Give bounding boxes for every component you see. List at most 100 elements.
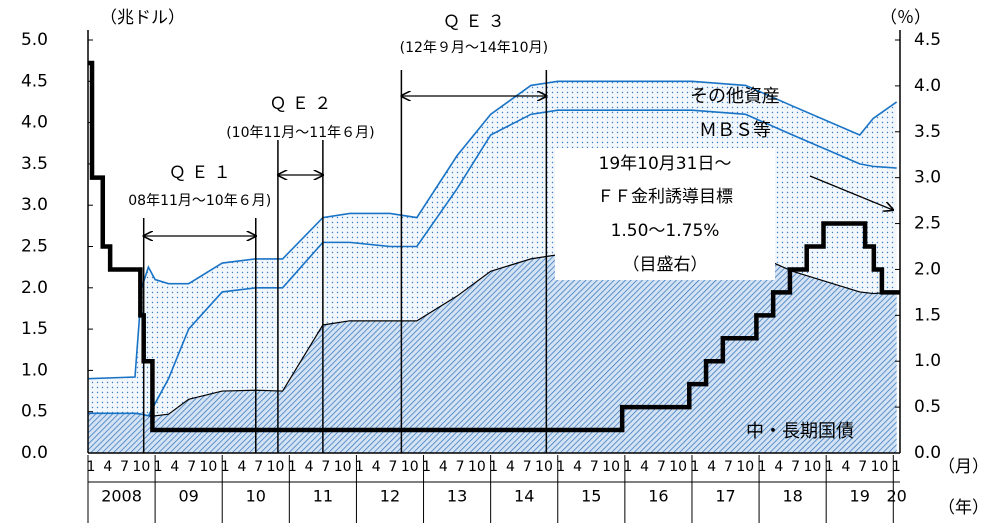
qe-label: Ｑ Ｅ ３ xyxy=(443,12,505,32)
month-label: 10 xyxy=(334,459,352,475)
month-label: 7 xyxy=(187,459,196,475)
y-tick-label: 2.0 xyxy=(21,278,48,298)
month-label: 1 xyxy=(556,459,565,475)
month-label: 10 xyxy=(535,459,553,475)
y-tick-label: 4.0 xyxy=(21,113,48,133)
month-label: 4 xyxy=(573,459,582,475)
month-label: 10 xyxy=(803,459,821,475)
y-tick-label: 3.5 xyxy=(21,154,48,174)
area-line xyxy=(87,80,898,380)
month-label: 10 xyxy=(267,459,285,475)
month-label: 4 xyxy=(305,459,314,475)
month-label: 1 xyxy=(489,459,498,475)
series-label: 中・長期国債 xyxy=(746,421,854,442)
y2-tick-label: 2.5 xyxy=(914,214,941,234)
month-label: 4 xyxy=(439,459,448,475)
year-label: 13 xyxy=(447,487,467,506)
month-label: 10 xyxy=(602,459,620,475)
y-axis-label: （兆ドル） xyxy=(100,8,185,28)
month-label: 7 xyxy=(456,459,465,475)
qe-period: 08年11月～10年６月) xyxy=(128,193,271,209)
rate-note: （目盛右） xyxy=(623,255,708,275)
month-label: 10 xyxy=(669,459,687,475)
year-label: 2008 xyxy=(101,487,142,506)
year-label: 16 xyxy=(648,487,668,506)
y-tick-label: 1.5 xyxy=(21,319,48,339)
y-tick-label: 0.0 xyxy=(21,443,48,463)
rate-note: 19年10月31日～ xyxy=(599,154,732,174)
y2-tick-label: 1.0 xyxy=(914,351,941,371)
month-label: 4 xyxy=(506,459,515,475)
month-label: 7 xyxy=(724,459,733,475)
month-label: 1 xyxy=(623,459,632,475)
month-label: 1 xyxy=(825,459,834,475)
series-label: その他資産 xyxy=(690,86,780,107)
month-label: 4 xyxy=(170,459,179,475)
year-label: 12 xyxy=(380,487,400,506)
y-tick-label: 5.0 xyxy=(21,30,48,50)
month-label: 10 xyxy=(132,459,150,475)
year-label: 20 xyxy=(886,487,906,506)
qe-period: (12年９月～14年10月) xyxy=(400,40,548,56)
month-label: 1 xyxy=(758,459,767,475)
y2-tick-label: 4.5 xyxy=(914,30,941,50)
y2-tick-label: 3.0 xyxy=(914,168,941,188)
year-label: 09 xyxy=(178,487,198,506)
month-label: 4 xyxy=(103,459,112,475)
month-label: 10 xyxy=(468,459,486,475)
y2-tick-label: 0.5 xyxy=(914,397,941,417)
month-label: 1 xyxy=(422,459,431,475)
month-label: 4 xyxy=(640,459,649,475)
y2-axis-label: （％） xyxy=(880,8,931,28)
month-label: 7 xyxy=(389,459,398,475)
year-label: 18 xyxy=(782,487,802,506)
note-arrow xyxy=(809,175,893,210)
month-label: 7 xyxy=(858,459,867,475)
y2-tick-label: 2.0 xyxy=(914,259,941,279)
series-label: ＭＢＳ等 xyxy=(699,120,771,141)
y2-tick-label: 4.0 xyxy=(914,76,941,96)
month-label: 4 xyxy=(238,459,247,475)
qe-period: (10年11月～11年６月) xyxy=(226,125,374,141)
year-label: 11 xyxy=(313,487,333,506)
month-unit: （月） xyxy=(938,457,984,477)
rate-note: 1.50～1.75% xyxy=(611,221,720,241)
note-box xyxy=(555,148,775,280)
month-label: 1 xyxy=(355,459,364,475)
y-tick-label: 4.5 xyxy=(21,71,48,91)
month-label: 1 xyxy=(892,459,901,475)
month-label: 1 xyxy=(154,459,163,475)
year-label: 15 xyxy=(581,487,601,506)
y2-tick-label: 0.0 xyxy=(914,443,941,463)
month-label: 1 xyxy=(221,459,230,475)
y-tick-label: 0.5 xyxy=(21,402,48,422)
month-label: 4 xyxy=(372,459,381,475)
year-label: 17 xyxy=(715,487,735,506)
year-label: 14 xyxy=(514,487,534,506)
y-tick-label: 3.0 xyxy=(21,195,48,215)
rate-name: ＦＦ金利誘導目標 xyxy=(597,187,733,207)
month-label: 7 xyxy=(321,459,330,475)
qe-label: Ｑ Ｅ ２ xyxy=(269,94,331,114)
month-label: 1 xyxy=(87,459,96,475)
month-label: 1 xyxy=(288,459,297,475)
month-label: 1 xyxy=(691,459,700,475)
year-label: 19 xyxy=(850,487,870,506)
month-label: 7 xyxy=(120,459,129,475)
month-label: 10 xyxy=(871,459,889,475)
qe-label: Ｑ Ｅ １ xyxy=(169,163,231,183)
areas xyxy=(88,81,897,453)
year-unit: （年） xyxy=(938,498,984,518)
area-line xyxy=(88,109,897,417)
rate-line xyxy=(88,60,900,433)
area-fill xyxy=(88,250,897,453)
y2-tick-label: 3.5 xyxy=(914,122,941,142)
month-label: 4 xyxy=(707,459,716,475)
month-label: 4 xyxy=(774,459,783,475)
month-label: 7 xyxy=(791,459,800,475)
month-label: 10 xyxy=(736,459,754,475)
month-label: 7 xyxy=(523,459,532,475)
month-label: 7 xyxy=(254,459,263,475)
year-label: 10 xyxy=(246,487,266,506)
